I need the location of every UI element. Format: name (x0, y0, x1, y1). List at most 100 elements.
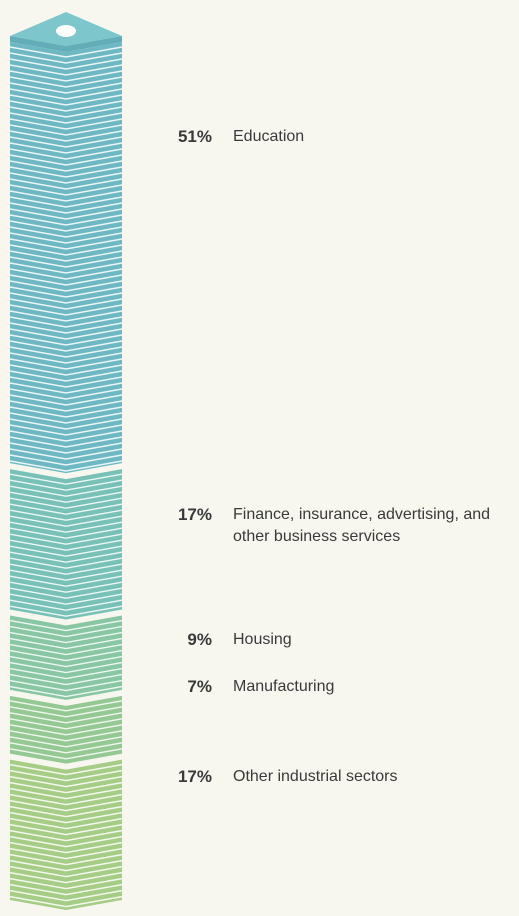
plate-line (9, 148, 123, 160)
stack-top (10, 12, 122, 52)
plate-line (9, 76, 123, 88)
plate-line (9, 400, 123, 412)
plate-line (9, 118, 123, 130)
plate-line (9, 52, 123, 64)
plate-line (9, 631, 123, 644)
plate-line (9, 889, 123, 902)
plate-line (9, 322, 123, 334)
plate-line (9, 515, 123, 527)
plate-line (9, 274, 123, 286)
plate-line (9, 685, 123, 698)
plate-line (9, 877, 123, 890)
plate-line (9, 700, 123, 712)
plate-line (9, 775, 123, 788)
plate-line (9, 895, 123, 908)
plate-line (9, 286, 123, 298)
plate-line (9, 811, 123, 824)
value-label: 9% (187, 630, 212, 649)
plate-line (9, 112, 123, 124)
plate-line (9, 214, 123, 226)
plate-line (9, 712, 123, 724)
plate-line (9, 424, 123, 436)
value-label: 7% (187, 677, 212, 696)
plate-line (9, 280, 123, 292)
plate-line (9, 262, 123, 274)
plate-line (9, 563, 123, 575)
plate-line (9, 160, 123, 172)
top-edge (10, 36, 122, 52)
plate-line (9, 581, 123, 593)
stack-segment (10, 695, 122, 764)
plate-line (9, 142, 123, 154)
plate-line (9, 509, 123, 521)
plate-line (9, 250, 123, 262)
plate-line (9, 220, 123, 232)
plate-line (9, 643, 123, 656)
plate-line (9, 436, 123, 448)
plate-line (9, 100, 123, 112)
category-label: Other industrial sectors (233, 768, 398, 785)
value-label: 17% (177, 505, 212, 524)
plate-line (9, 533, 123, 545)
plate-line (9, 406, 123, 418)
plate-line (9, 605, 123, 617)
plate-line (9, 625, 123, 638)
plate-line (9, 46, 123, 58)
plate-line (9, 352, 123, 364)
plate-line (9, 661, 123, 674)
plate-line (9, 226, 123, 238)
plate-line (9, 673, 123, 686)
segment (9, 615, 123, 700)
plate-line (9, 503, 123, 515)
plate-line (9, 730, 123, 742)
plate-line (9, 166, 123, 178)
plate-line (9, 805, 123, 818)
plate-line (9, 865, 123, 878)
plate-line (9, 58, 123, 70)
plate-line (9, 70, 123, 82)
segment (9, 469, 123, 620)
plate-line (9, 763, 123, 776)
plate-line (9, 394, 123, 406)
plate-line (9, 136, 123, 148)
plate-line (9, 736, 123, 748)
plate-line (9, 442, 123, 454)
plate-line (9, 328, 123, 340)
stack-segment (10, 42, 122, 474)
plate-line (9, 841, 123, 854)
plate-line (9, 835, 123, 848)
plate-line (9, 871, 123, 884)
plate-line (9, 304, 123, 316)
plate-line (9, 124, 123, 136)
plate-line (9, 196, 123, 208)
plate-line (9, 545, 123, 557)
plate-line (9, 829, 123, 842)
plate-line (9, 521, 123, 533)
plate-line (9, 748, 123, 760)
plate-line (9, 479, 123, 491)
plate-line (9, 358, 123, 370)
plate-line (9, 781, 123, 794)
plate-line (9, 232, 123, 244)
segment (9, 42, 123, 474)
plate-line (9, 706, 123, 718)
plate-line (9, 655, 123, 668)
plate-line (9, 787, 123, 800)
plate-line (9, 298, 123, 310)
plate-line (9, 454, 123, 466)
plate-line (9, 334, 123, 346)
plate-line (9, 557, 123, 569)
plate-line (9, 364, 123, 376)
plate-line (9, 637, 123, 650)
plate-line (9, 418, 123, 430)
plate-line (9, 178, 123, 190)
plate-line (9, 599, 123, 611)
plate-line (9, 847, 123, 860)
plate-line (9, 619, 123, 632)
plate-line (9, 527, 123, 539)
plate-line (9, 88, 123, 100)
plate-line (9, 256, 123, 268)
plate-line (9, 718, 123, 730)
plate-line (9, 497, 123, 509)
